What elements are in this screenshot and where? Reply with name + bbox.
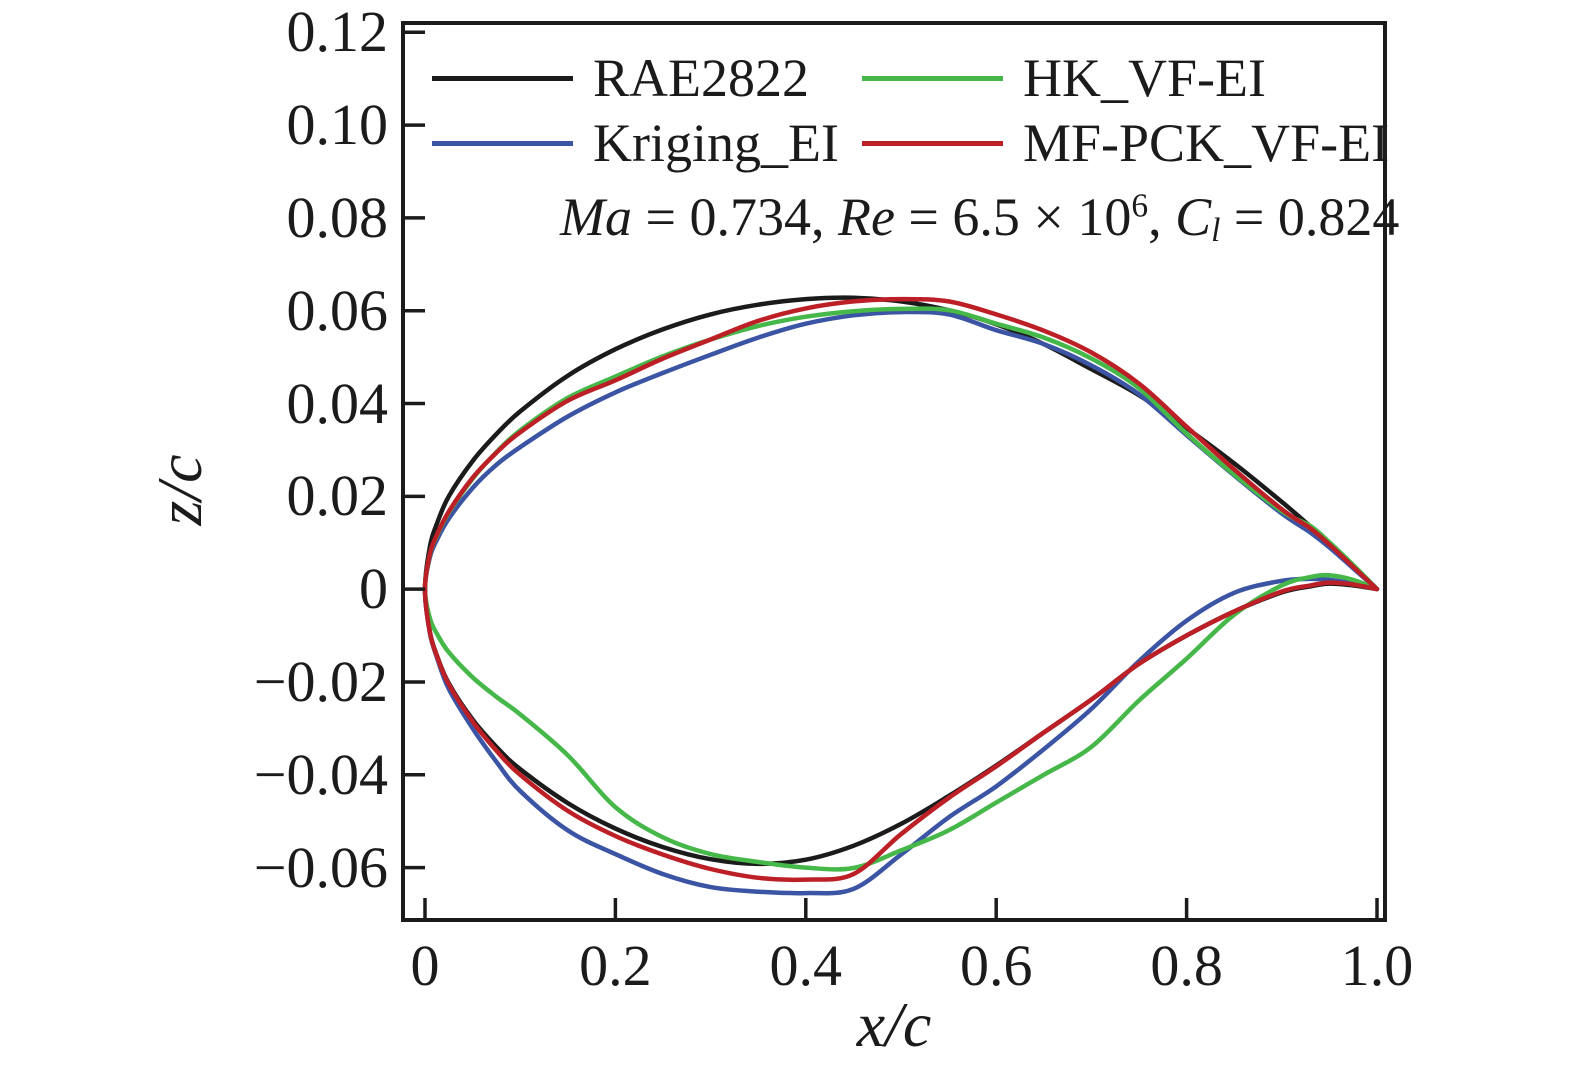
y-tick-label-0.12: 0.12 (286, 0, 389, 65)
x-tick-label-0.8: 0.8 (1150, 933, 1223, 998)
x-tick-label-0.2: 0.2 (579, 933, 652, 998)
x-tick-label-1.0: 1.0 (1340, 933, 1414, 998)
x-tick-label-0.4: 0.4 (769, 933, 843, 998)
plot-frame (401, 21, 1387, 922)
y-tick-label-0.06: 0.06 (286, 277, 389, 343)
y-tick-label-−0.02: −0.02 (253, 648, 388, 714)
x-tick-label-0: 0 (410, 933, 440, 998)
legend-line-Kriging_EI (432, 140, 573, 146)
y-tick-label-0.08: 0.08 (286, 184, 389, 250)
legend-line-RAE2822 (432, 75, 573, 81)
annotation-segment: = 0.734, (631, 187, 838, 247)
y-tick-label-0.10: 0.10 (286, 92, 389, 158)
y-tick-label-−0.06: −0.06 (253, 834, 388, 900)
airfoil-curve-HK_VF-EI (422, 306, 1380, 872)
y-tick-label-−0.04: −0.04 (253, 741, 388, 807)
x-tick-label-0.6: 0.6 (959, 933, 1033, 998)
y-tick-label-0.02: 0.02 (286, 463, 389, 529)
annotation-segment: , (1148, 187, 1176, 247)
legend-line-MF-PCK_VF-EI (862, 140, 1003, 146)
annotation-segment: l (1211, 212, 1221, 250)
annotation-segment: Ma (560, 187, 632, 247)
airfoil-curve-MF-PCK_VF-EI (422, 296, 1380, 883)
annotation-segment: C (1175, 187, 1212, 247)
legend-label-HK_VF-EI: HK_VF-EI (1023, 48, 1266, 108)
annotation-segment: Re (837, 187, 895, 247)
annotation-segment: 6 (1131, 187, 1149, 225)
y-axis-label: z/c (144, 454, 215, 526)
legend-label-Kriging_EI: Kriging_EI (593, 113, 839, 173)
airfoil-curve-RAE2822 (422, 295, 1380, 867)
legend-label-RAE2822: RAE2822 (593, 48, 809, 108)
legend-label-MF-PCK_VF-EI: MF-PCK_VF-EI (1023, 113, 1390, 173)
y-tick-label-0.04: 0.04 (286, 370, 389, 436)
y-tick-label-0: 0 (359, 556, 388, 622)
legend-line-HK_VF-EI (862, 75, 1003, 81)
annotation-segment: = 6.5 × 10 (894, 187, 1132, 247)
x-axis-label: x/c (856, 989, 932, 1060)
annotation-segment: = 0.824 (1220, 187, 1400, 247)
flow-conditions-annotation: Ma = 0.734, Re = 6.5 × 106, Cl = 0.824 (560, 186, 1399, 250)
